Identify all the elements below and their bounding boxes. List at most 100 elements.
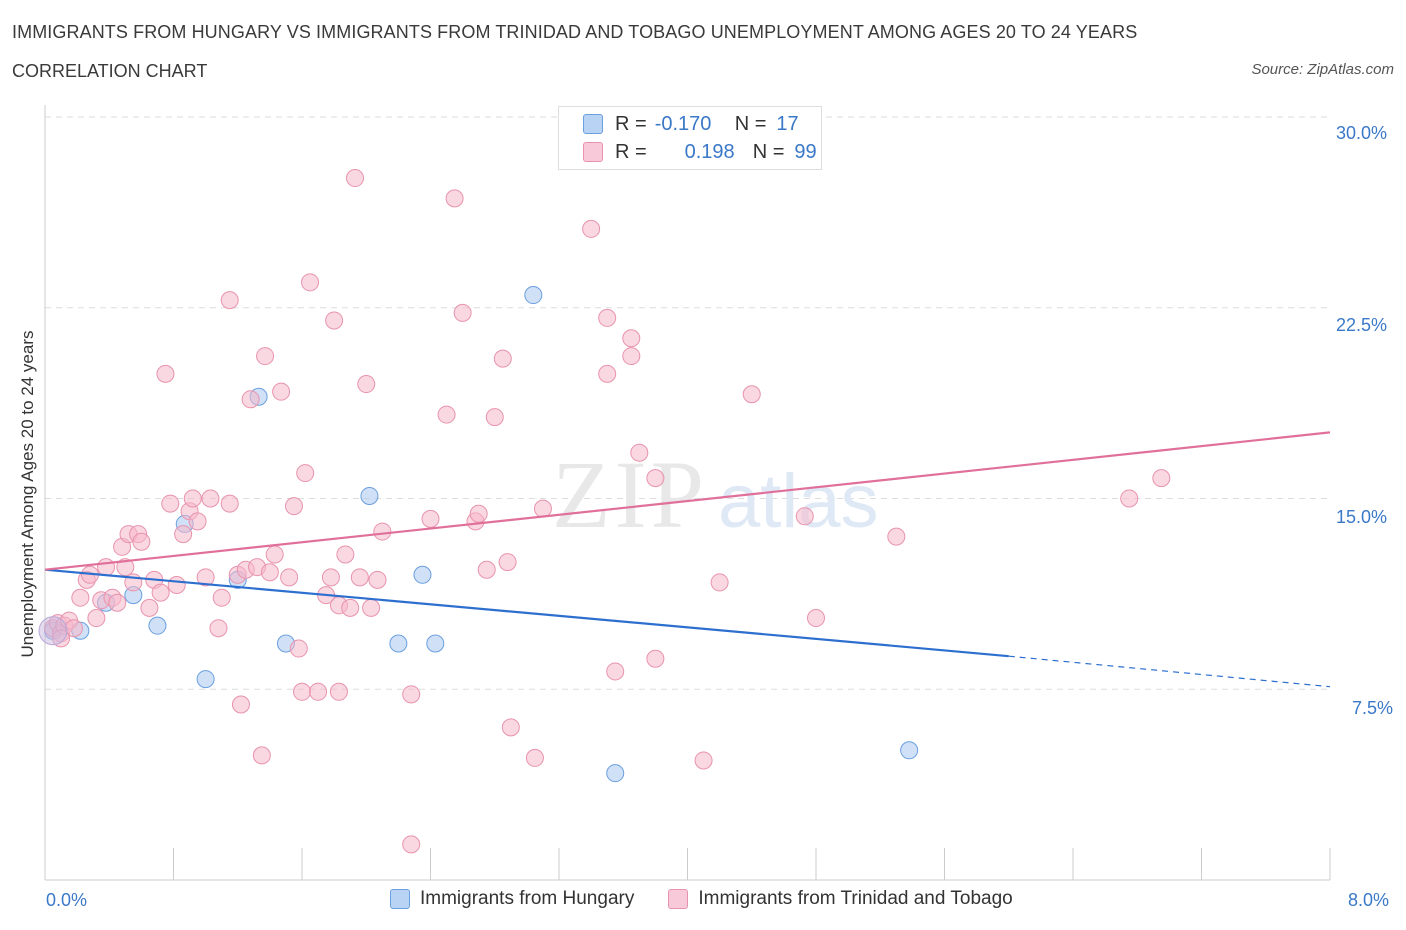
x-tick-label-left: 0.0% <box>46 890 88 910</box>
trend-line-hungary <box>44 568 1009 658</box>
point-hungary <box>426 634 445 653</box>
point-trinidad <box>183 489 202 508</box>
point-trinidad <box>421 509 440 528</box>
point-trinidad <box>341 598 360 617</box>
point-trinidad <box>646 649 665 668</box>
legend-swatch <box>668 889 689 909</box>
point-trinidad <box>329 682 348 701</box>
point-trinidad <box>362 598 381 617</box>
point-hungary <box>148 616 167 635</box>
point-trinidad <box>498 553 517 572</box>
chart-subtitle: CORRELATION CHART <box>12 61 208 81</box>
point-trinidad <box>296 464 315 483</box>
y-tick-label: 7.5% <box>1352 698 1394 718</box>
point-trinidad <box>493 349 512 368</box>
point-hungary <box>360 486 379 505</box>
data-points <box>38 169 1171 854</box>
y-tick-label: 15.0% <box>1336 507 1388 527</box>
point-trinidad <box>140 598 159 617</box>
point-trinidad <box>437 405 456 424</box>
r-label: R = <box>615 112 647 135</box>
point-trinidad <box>284 497 303 516</box>
y-tick-label: 30.0% <box>1336 123 1388 143</box>
trend-line-hungary-extension <box>1008 655 1331 688</box>
point-trinidad <box>201 489 220 508</box>
point-hungary <box>606 764 625 783</box>
point-trinidad <box>402 835 421 854</box>
point-trinidad <box>710 573 729 592</box>
point-trinidad <box>209 619 228 638</box>
n-label: N = <box>752 140 785 163</box>
point-trinidad <box>167 575 186 594</box>
point-trinidad <box>301 273 320 292</box>
watermark-atlas: atlas <box>718 459 879 544</box>
r-value: -0.170 <box>654 112 712 135</box>
point-trinidad <box>188 512 207 531</box>
legend-row-hungary: R = -0.170 N = 17 <box>583 111 799 137</box>
n-value: 99 <box>794 140 817 163</box>
r-value: 0.198 <box>684 140 735 163</box>
point-trinidad <box>445 189 464 208</box>
point-hungary <box>900 741 919 760</box>
point-trinidad <box>116 558 135 577</box>
point-trinidad <box>289 639 308 658</box>
point-trinidad <box>373 522 392 541</box>
point-trinidad <box>293 682 311 701</box>
axes <box>44 105 1331 881</box>
point-trinidad <box>525 748 544 767</box>
point-trinidad <box>336 545 355 564</box>
point-trinidad <box>309 682 328 701</box>
point-trinidad <box>161 494 180 513</box>
point-trinidad <box>350 568 369 587</box>
point-trinidad <box>357 375 376 394</box>
point-trinidad <box>260 563 279 582</box>
legend-item-trinidad[interactable]: Immigrants from Trinidad and Tobago <box>668 888 1013 910</box>
point-trinidad <box>887 527 906 546</box>
point-trinidad <box>212 588 231 607</box>
point-trinidad <box>606 662 625 681</box>
point-trinidad <box>346 169 365 188</box>
point-trinidad <box>151 583 170 602</box>
legend-label: Immigrants from Hungary <box>420 888 635 909</box>
point-trinidad <box>598 308 617 327</box>
point-trinidad <box>87 609 106 628</box>
grid-lines <box>45 116 1330 690</box>
watermark-zip: ZIP <box>552 441 708 548</box>
point-trinidad <box>469 504 488 523</box>
point-trinidad <box>598 364 617 383</box>
point-trinidad <box>325 311 344 330</box>
point-hungary <box>413 565 432 584</box>
point-trinidad <box>622 347 641 366</box>
point-trinidad <box>485 408 504 427</box>
legend-swatch <box>583 114 603 134</box>
point-trinidad <box>694 751 713 770</box>
point-trinidad <box>795 507 814 526</box>
point-trinidad <box>97 558 116 577</box>
point-hungary <box>524 286 543 305</box>
stats-legend: R = -0.170 N = 17 R = 0.198 N = 99 <box>558 106 822 170</box>
point-trinidad <box>501 718 520 737</box>
point-trinidad <box>241 390 260 409</box>
legend-swatch <box>390 889 410 909</box>
point-trinidad <box>646 469 665 488</box>
series-legend: Immigrants from Hungary Immigrants from … <box>390 888 1047 910</box>
y-axis-label: Unemployment Among Ages 20 to 24 years <box>18 330 37 658</box>
trend-line-trinidad <box>44 431 1331 571</box>
point-trinidad <box>582 219 601 238</box>
n-label: N = <box>734 112 767 135</box>
legend-item-hungary[interactable]: Immigrants from Hungary <box>390 888 634 910</box>
point-trinidad <box>156 364 175 383</box>
point-trinidad <box>174 525 193 544</box>
n-value: 17 <box>776 112 799 135</box>
legend-row-trinidad: R = 0.198 N = 99 <box>583 139 817 165</box>
point-trinidad <box>108 593 127 612</box>
point-cluster <box>38 616 68 646</box>
point-trinidad <box>742 385 761 404</box>
point-trinidad <box>71 588 90 607</box>
point-trinidad <box>533 499 552 518</box>
point-trinidad <box>1120 489 1139 508</box>
point-hungary <box>389 634 408 653</box>
legend-swatch <box>583 142 603 162</box>
source-label: Source: ZipAtlas.com <box>1251 61 1394 78</box>
